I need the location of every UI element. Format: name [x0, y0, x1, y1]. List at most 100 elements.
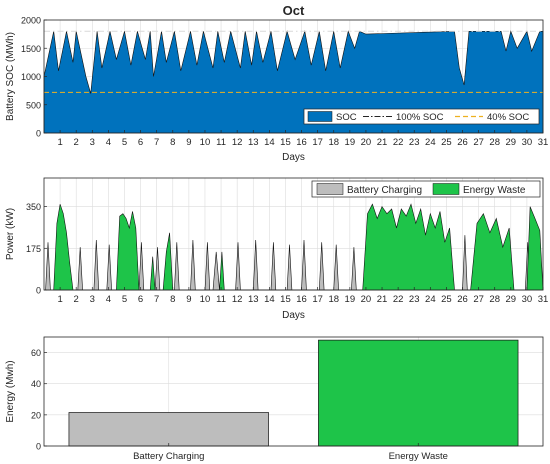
x-tick-label: 3 — [90, 137, 95, 148]
x-tick-label: 29 — [506, 137, 517, 148]
chart-title: Oct — [283, 3, 305, 18]
x-tick-label: 9 — [186, 137, 191, 148]
x-tick-label: 24 — [425, 137, 436, 148]
x-tick-label: 2 — [74, 137, 79, 148]
series-battery-charging-area — [45, 235, 531, 291]
legend-label-soc: SOC — [336, 112, 357, 123]
x-tick-label: 16 — [296, 137, 307, 148]
x-tick-label: 5 — [122, 294, 127, 305]
x-tick-label: 31 — [538, 294, 549, 305]
y-tick-label: 0 — [36, 442, 41, 452]
x-tick-label: 8 — [170, 137, 175, 148]
y-tick-label: 350 — [26, 202, 41, 212]
x-tick-label: 16 — [296, 294, 307, 305]
legend-swatch-energy-waste — [432, 183, 460, 195]
x-tick-label: 9 — [186, 294, 191, 305]
x-tick-label: 28 — [489, 294, 500, 305]
series-soc-area — [43, 30, 544, 134]
x-tick-label: 8 — [170, 294, 175, 305]
x-tick-label: 26 — [457, 137, 468, 148]
x-tick-label: 2 — [74, 294, 79, 305]
x-tick-label: 31 — [538, 137, 549, 148]
x-tick-label: 13 — [248, 294, 259, 305]
x-tick-label: 30 — [522, 137, 533, 148]
x-tick-label: 17 — [312, 294, 323, 305]
x-tick-label: 21 — [377, 137, 388, 148]
legend-box — [303, 108, 540, 125]
legend-label-40pct-soc: 40% SOC — [487, 112, 529, 123]
y-tick-label: 0 — [36, 129, 41, 139]
y-tick-label: 0 — [36, 286, 41, 296]
legend-label-battery-charging: Battery Charging — [347, 185, 422, 196]
legend-label-energy-waste: Energy Waste — [463, 185, 526, 196]
y-axis-label: Battery SOC (MWh) — [5, 32, 16, 121]
x-tick-label: 7 — [154, 137, 159, 148]
x-tick-label: 4 — [106, 137, 111, 148]
x-tick-label: 27 — [473, 137, 484, 148]
x-tick-label: 14 — [264, 137, 275, 148]
y-tick-label: 2000 — [21, 16, 41, 26]
y-axis-label: Energy (Mwh) — [5, 360, 16, 422]
x-tick-label: 20 — [361, 137, 372, 148]
y-tick-label: 1500 — [21, 44, 41, 54]
x-tick-label: 3 — [90, 294, 95, 305]
x-tick-label: 1 — [57, 137, 62, 148]
x-tick-label: 26 — [457, 294, 468, 305]
legend: Battery Charging Energy Waste — [311, 180, 541, 198]
x-tick-label: 18 — [328, 294, 339, 305]
x-tick-label: 29 — [506, 294, 517, 305]
x-tick-label: 11 — [216, 294, 226, 305]
x-tick-label: 11 — [216, 137, 226, 148]
legend: SOC 100% SOC 40% SOC — [303, 108, 540, 125]
legend-swatch-soc — [307, 111, 333, 122]
x-tick-label: 15 — [280, 137, 291, 148]
bar-energy-waste — [318, 339, 519, 447]
x-tick-label: 4 — [106, 294, 111, 305]
y-tick-label: 500 — [26, 100, 41, 110]
x-axis-label: Days — [282, 310, 305, 321]
x-tick-label: 13 — [248, 137, 259, 148]
x-tick-label: 27 — [473, 294, 484, 305]
legend-box — [311, 180, 541, 198]
x-tick-label: 15 — [280, 294, 291, 305]
axes-frame — [43, 177, 544, 291]
x-tick-label: 12 — [232, 294, 243, 305]
legend-swatch-battery-charging — [316, 183, 344, 195]
x-tick-label: 24 — [425, 294, 436, 305]
y-tick-label: 40 — [31, 379, 41, 389]
x-tick-label: 5 — [122, 137, 127, 148]
x-tick-label: Energy Waste — [389, 451, 448, 462]
x-tick-label: 28 — [489, 137, 500, 148]
x-tick-label: 10 — [200, 137, 211, 148]
x-tick-label: 22 — [393, 294, 404, 305]
series-energy-waste-area — [53, 203, 544, 291]
energy-bar-chart: 0 20 40 60 Battery Charging Energy Waste Energ… — [5, 336, 544, 462]
x-tick-label: Battery Charging — [133, 451, 204, 462]
x-tick-label: 23 — [409, 294, 420, 305]
x-tick-label: 25 — [441, 137, 452, 148]
x-tick-label: 25 — [441, 294, 452, 305]
x-tick-label: 22 — [393, 137, 404, 148]
y-tick-label: 60 — [31, 348, 41, 358]
y-axis-label: Power (kW) — [5, 208, 16, 260]
x-tick-label: 14 — [264, 294, 275, 305]
x-tick-label: 10 — [200, 294, 211, 305]
x-tick-label: 12 — [232, 137, 243, 148]
x-tick-label: 23 — [409, 137, 420, 148]
x-tick-label: 6 — [138, 137, 143, 148]
x-tick-label: 19 — [345, 294, 356, 305]
axes-frame — [43, 336, 544, 447]
y-tick-label: 1000 — [21, 72, 41, 82]
x-tick-label: 7 — [154, 294, 159, 305]
x-tick-label: 30 — [522, 294, 533, 305]
x-axis-label: Days — [282, 152, 305, 163]
y-tick-label: 175 — [26, 244, 41, 254]
x-tick-label: 21 — [377, 294, 388, 305]
x-tick-label: 6 — [138, 294, 143, 305]
x-tick-label: 1 — [57, 294, 62, 305]
x-tick-label: 19 — [345, 137, 356, 148]
x-tick-label: 20 — [361, 294, 372, 305]
